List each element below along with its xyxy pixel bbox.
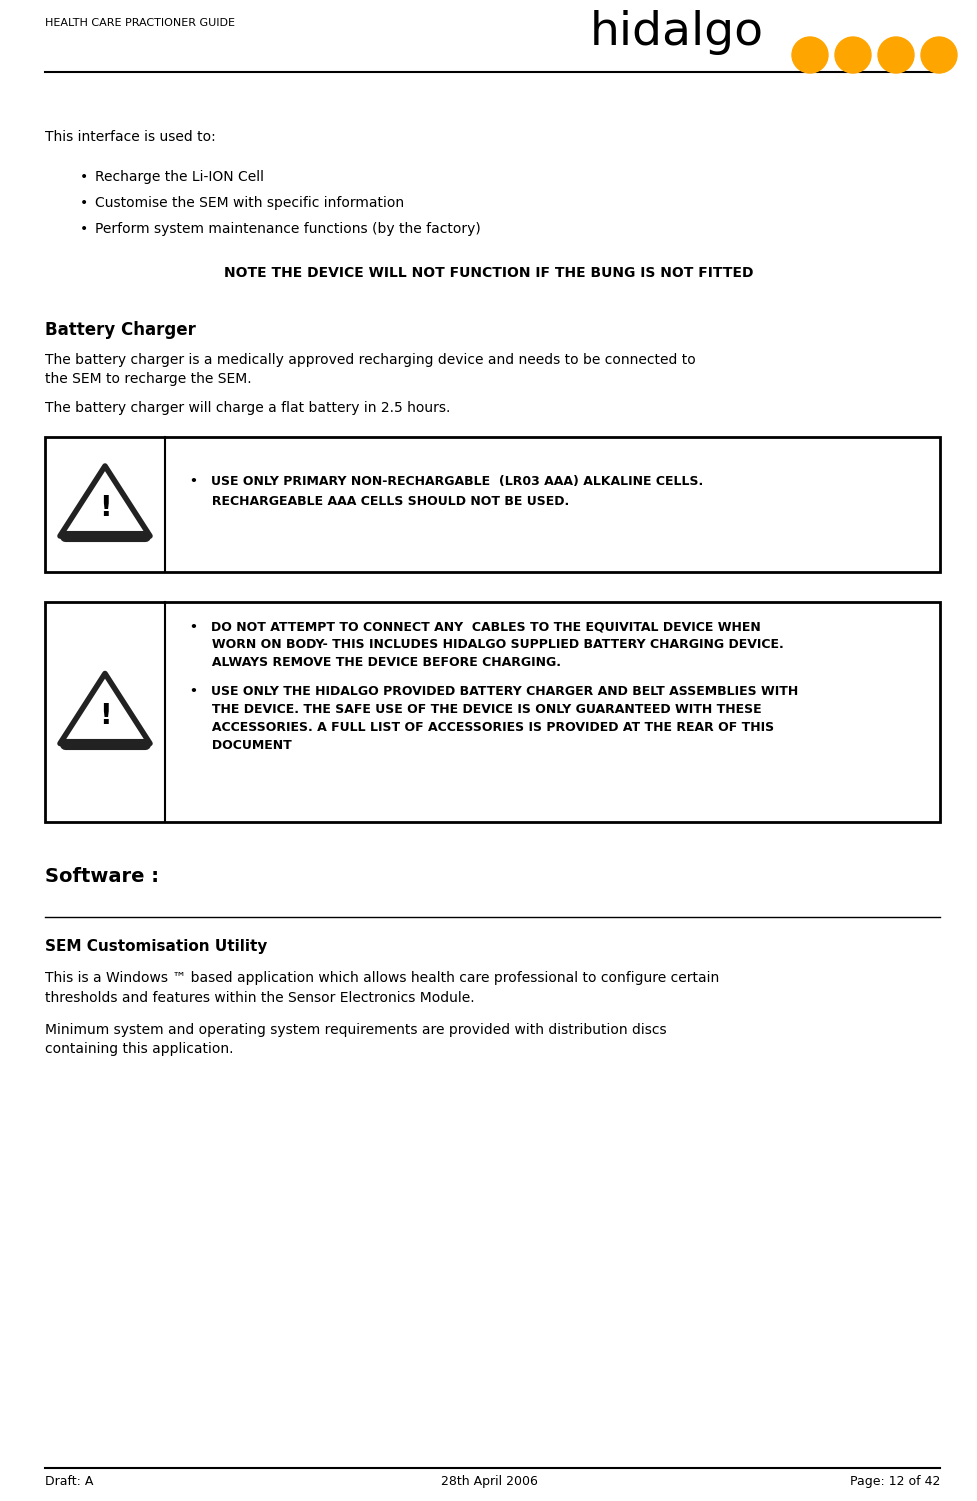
Text: •   DO NOT ATTEMPT TO CONNECT ANY  CABLES TO THE EQUIVITAL DEVICE WHEN: • DO NOT ATTEMPT TO CONNECT ANY CABLES T… [190,620,760,633]
Text: ALWAYS REMOVE THE DEVICE BEFORE CHARGING.: ALWAYS REMOVE THE DEVICE BEFORE CHARGING… [190,656,561,669]
Text: Minimum system and operating system requirements are provided with distribution : Minimum system and operating system requ… [45,1024,666,1057]
Text: This interface is used to:: This interface is used to: [45,131,216,144]
Text: 28th April 2006: 28th April 2006 [440,1475,537,1487]
Text: SEM Customisation Utility: SEM Customisation Utility [45,940,267,955]
Text: •   USE ONLY PRIMARY NON-RECHARGABLE  (LR03 AAA) ALKALINE CELLS.: • USE ONLY PRIMARY NON-RECHARGABLE (LR03… [190,474,702,488]
Text: The battery charger is a medically approved recharging device and needs to be co: The battery charger is a medically appro… [45,353,695,386]
Text: !: ! [99,494,111,522]
Bar [45,437,939,572]
Text: Page: 12 of 42: Page: 12 of 42 [849,1475,939,1487]
Text: !: ! [99,701,111,729]
Text: ACCESSORIES. A FULL LIST OF ACCESSORIES IS PROVIDED AT THE REAR OF THIS: ACCESSORIES. A FULL LIST OF ACCESSORIES … [190,720,774,734]
Text: THE DEVICE. THE SAFE USE OF THE DEVICE IS ONLY GUARANTEED WITH THESE: THE DEVICE. THE SAFE USE OF THE DEVICE I… [190,702,761,716]
Text: hidalgo: hidalgo [589,11,763,56]
Text: Draft: A: Draft: A [45,1475,93,1487]
Ellipse shape [920,38,956,74]
Ellipse shape [791,38,828,74]
Text: Battery Charger: Battery Charger [45,321,195,339]
Text: •: • [80,170,88,185]
Text: •   USE ONLY THE HIDALGO PROVIDED BATTERY CHARGER AND BELT ASSEMBLIES WITH: • USE ONLY THE HIDALGO PROVIDED BATTERY … [190,684,797,698]
Text: This is a Windows ™ based application which allows health care professional to c: This is a Windows ™ based application wh… [45,971,718,1004]
Text: WORN ON BODY- THIS INCLUDES HIDALGO SUPPLIED BATTERY CHARGING DEVICE.: WORN ON BODY- THIS INCLUDES HIDALGO SUPP… [190,638,783,651]
Ellipse shape [877,38,913,74]
Text: DOCUMENT: DOCUMENT [190,738,291,752]
Text: NOTE THE DEVICE WILL NOT FUNCTION IF THE BUNG IS NOT FITTED: NOTE THE DEVICE WILL NOT FUNCTION IF THE… [224,266,753,281]
Polygon shape [60,465,149,536]
Text: HEALTH CARE PRACTIONER GUIDE: HEALTH CARE PRACTIONER GUIDE [45,18,234,29]
Text: •: • [80,222,88,236]
Text: Customise the SEM with specific information: Customise the SEM with specific informat… [95,197,404,210]
Polygon shape [60,674,149,743]
Text: The battery charger will charge a flat battery in 2.5 hours.: The battery charger will charge a flat b… [45,401,450,414]
Text: Perform system maintenance functions (by the factory): Perform system maintenance functions (by… [95,222,481,236]
Text: Software :: Software : [45,868,159,886]
Bar [45,602,939,823]
Ellipse shape [834,38,871,74]
Text: RECHARGEABLE AAA CELLS SHOULD NOT BE USED.: RECHARGEABLE AAA CELLS SHOULD NOT BE USE… [190,495,569,507]
Text: •: • [80,197,88,210]
Text: Recharge the Li-ION Cell: Recharge the Li-ION Cell [95,170,264,185]
